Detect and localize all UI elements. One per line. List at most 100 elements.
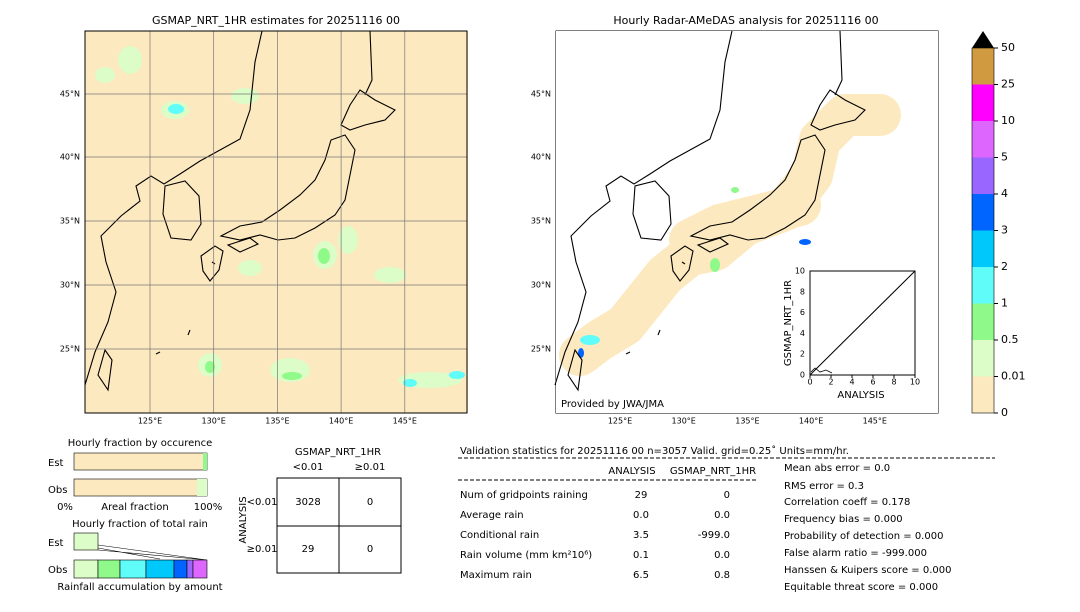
cell: 3028 — [295, 497, 320, 508]
inset-x-label: ANALYSIS — [837, 390, 884, 401]
colorbar-label: 4 — [1001, 187, 1008, 200]
colorbar-segment — [972, 84, 994, 121]
lat-label: 25°N — [531, 345, 551, 354]
lat-label: 40°N — [60, 153, 80, 162]
colorbar-segment — [972, 157, 994, 194]
scatter-points — [810, 367, 833, 374]
fraction-panels: Hourly fraction by occurence Est Obs 0% … — [48, 438, 223, 593]
lat-label: 35°N — [531, 217, 551, 226]
lat-label: 30°N — [60, 281, 80, 290]
stat-analysis: 29 — [635, 490, 648, 501]
est-bar-part — [203, 453, 207, 470]
obs-total-bar — [73, 559, 208, 579]
row-label: ≥0.01 — [247, 544, 278, 555]
right-title: Hourly Radar-AMeDAS analysis for 2025111… — [613, 14, 878, 27]
score: Frequency bias = 0.000 — [784, 514, 903, 525]
inset-x-tick: 4 — [849, 378, 854, 387]
inset-y-tick: 2 — [800, 350, 805, 359]
inset-y-tick: 8 — [800, 287, 805, 296]
colorbar-label: 0.01 — [1001, 370, 1026, 383]
colorbar-segment — [972, 121, 994, 158]
score: Probability of detection = 0.000 — [784, 531, 943, 542]
lon-label: 130°E — [672, 417, 696, 426]
colorbar-segment — [972, 267, 994, 304]
col-label: ≥0.01 — [355, 462, 386, 473]
colorbar-label: 0.5 — [1001, 333, 1019, 346]
score: RMS error = 0.3 — [784, 481, 864, 492]
inset-y-label: GSMAP_NRT_1HR — [783, 280, 794, 366]
score: Equitable threat score = 0.000 — [784, 582, 938, 593]
inset-x-tick: 8 — [891, 378, 896, 387]
contingency-table: GSMAP_NRT_1HR <0.01 ≥0.01 <0.01 ≥0.01 AN… — [238, 447, 402, 574]
score: False alarm ratio = -999.000 — [784, 548, 927, 559]
cell: 0 — [367, 544, 373, 555]
est-label: Est — [48, 458, 64, 469]
obs-label: Obs — [48, 565, 67, 576]
col-header: ANALYSIS — [608, 466, 655, 477]
inset-y-tick: 10 — [795, 267, 805, 276]
table-header: GSMAP_NRT_1HR — [295, 447, 381, 458]
amount-label: Rainfall accumulation by amount — [57, 582, 222, 593]
stat-estimate: 0.0 — [714, 510, 730, 521]
stat-estimate: 0.8 — [714, 570, 730, 581]
inset-x-tick: 2 — [828, 378, 833, 387]
colorbar-label: 3 — [1001, 224, 1008, 237]
lon-label: 130°E — [202, 417, 226, 426]
lon-label: 140°E — [329, 417, 353, 426]
stat-name: Maximum rain — [460, 570, 532, 581]
axis-start: 0% — [57, 502, 73, 513]
stat-analysis: 0.1 — [633, 550, 649, 561]
lon-label: 125°E — [608, 417, 632, 426]
lat-label: 35°N — [60, 217, 80, 226]
right-map: Provided by JWA/JMA ANALYSIS GSMAP_NRT_1… — [554, 30, 938, 413]
credit: Provided by JWA/JMA — [561, 399, 664, 410]
lon-label: 145°E — [863, 417, 887, 426]
left-map — [84, 30, 468, 413]
obs-bar — [73, 478, 208, 497]
validation: Validation statistics for 20251116 00 n=… — [458, 445, 995, 481]
colorbar-label: 5 — [1001, 151, 1008, 164]
lon-label: 140°E — [799, 417, 823, 426]
inset-x-tick: 10 — [910, 378, 920, 387]
colorbar-label: 2 — [1001, 260, 1008, 273]
obs-label: Obs — [48, 485, 67, 496]
axis-label: Areal fraction — [101, 502, 168, 513]
stat-analysis: 0.0 — [633, 510, 649, 521]
map-background — [85, 31, 468, 413]
stat-name: Num of gridpoints raining — [460, 490, 588, 501]
colorbar-label: 25 — [1001, 78, 1015, 91]
est-label: Est — [48, 538, 64, 549]
inset-y-tick: 0 — [800, 371, 805, 380]
obs-bar-part — [197, 479, 207, 496]
score: Mean abs error = 0.0 — [784, 463, 890, 474]
inset-y-tick: 4 — [800, 329, 805, 338]
stat-estimate: -999.0 — [698, 530, 730, 541]
lon-label: 125°E — [138, 417, 162, 426]
lat-label: 25°N — [60, 345, 80, 354]
lat-label: 45°N — [60, 90, 80, 99]
colorbar-segment — [972, 340, 994, 377]
rain-areas — [95, 46, 465, 388]
diagonal — [809, 270, 916, 376]
colorbar-label: 1 — [1001, 297, 1008, 310]
inset-y-tick: 6 — [800, 308, 805, 317]
score: Hanssen & Kuipers score = 0.000 — [784, 565, 951, 576]
row-label: <0.01 — [247, 497, 278, 508]
stat-analysis: 6.5 — [633, 570, 649, 581]
lat-label: 45°N — [531, 90, 551, 99]
stat-name: Average rain — [460, 510, 524, 521]
stat-analysis: 3.5 — [633, 530, 649, 541]
cell: 29 — [302, 544, 315, 555]
colorbar-extension — [972, 31, 994, 48]
colorbar-segment — [972, 303, 994, 340]
col-label: <0.01 — [293, 462, 324, 473]
lat-label: 30°N — [531, 281, 551, 290]
connector — [97, 544, 208, 561]
map-frame — [84, 30, 468, 414]
stat-estimate: 0 — [724, 490, 730, 501]
total-title: Hourly fraction of total rain — [72, 519, 208, 530]
inset-x-tick: 0 — [807, 378, 812, 387]
colorbar-label: 10 — [1001, 114, 1015, 127]
occurrence-title: Hourly fraction by occurence — [68, 438, 212, 449]
